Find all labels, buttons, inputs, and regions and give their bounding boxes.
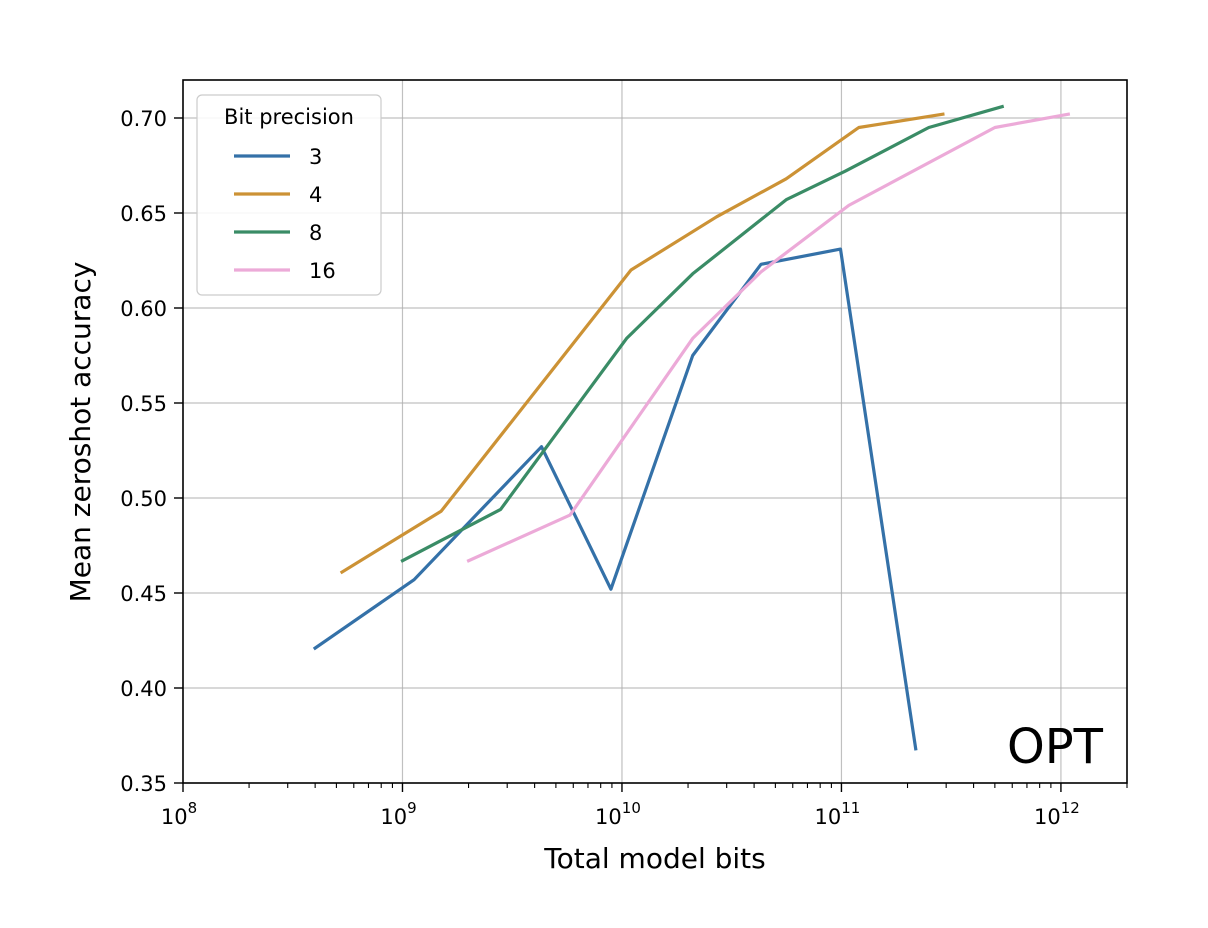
y-tick-label: 0.45 — [120, 582, 167, 606]
y-tick-label: 0.40 — [120, 677, 167, 701]
legend-label: 3 — [309, 145, 322, 169]
plot-frame — [182, 79, 1128, 784]
legend-item-8[interactable]: 8 — [234, 221, 322, 245]
x-tick-label: 1012 — [1034, 799, 1080, 829]
legend[interactable]: Bit precision 3 4 8 16 — [196, 94, 382, 296]
legend-item-16[interactable]: 16 — [234, 259, 336, 283]
legend-item-4[interactable]: 4 — [234, 183, 322, 207]
legend-items: 3 4 8 16 — [234, 145, 336, 283]
axis-ticks: 108 109 1010 1011 1012 0.35 0.40 0.45 0.50 0.55 0.… — [120, 107, 1128, 829]
y-tick-label: 0.70 — [120, 107, 167, 131]
x-tick-label: 108 — [161, 799, 197, 829]
legend-title: Bit precision — [224, 105, 354, 129]
model-annotation: OPT — [1007, 719, 1104, 775]
y-tick-label: 0.55 — [120, 392, 167, 416]
legend-label: 16 — [309, 259, 336, 283]
legend-item-3[interactable]: 3 — [234, 145, 322, 169]
legend-label: 4 — [309, 183, 322, 207]
y-tick-label: 0.35 — [120, 772, 167, 796]
legend-label: 8 — [309, 221, 322, 245]
series-line-4 — [339, 112, 945, 575]
y-tick-label: 0.60 — [120, 297, 167, 321]
x-tick-label: 1010 — [595, 799, 641, 829]
x-tick-label: 1011 — [815, 799, 861, 829]
y-axis-label: Mean zeroshot accuracy — [64, 262, 97, 603]
series-line-8 — [400, 104, 1005, 563]
y-tick-label: 0.65 — [120, 202, 167, 226]
series-group — [312, 104, 1071, 751]
y-tick-label: 0.50 — [120, 487, 167, 511]
series-line-3 — [312, 247, 918, 751]
x-axis-label: Total model bits — [543, 842, 766, 875]
series-line-16 — [466, 112, 1071, 563]
x-tick-label: 109 — [380, 799, 416, 829]
